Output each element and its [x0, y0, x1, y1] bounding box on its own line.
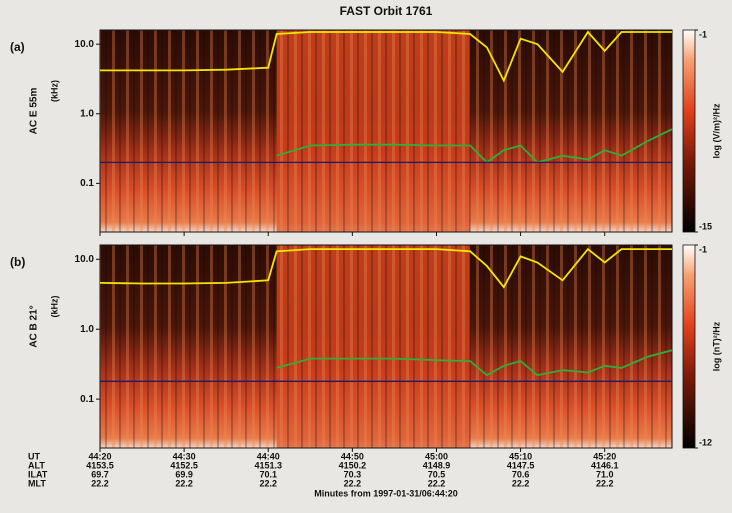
colorbar [682, 29, 696, 233]
y-axis-label: AC B 21° [29, 305, 40, 347]
trace-line [276, 349, 673, 377]
trace-line [100, 30, 672, 83]
colorbar-label: log (nT)²/Hz [711, 321, 721, 371]
ephemeris-value: 70.3 [344, 469, 362, 479]
ephemeris-value: 4151.3 [254, 460, 282, 470]
x-tick-label: 44:50 [341, 451, 364, 461]
ephemeris-value: 22.2 [596, 478, 614, 488]
ephemeris-value: 4150.2 [339, 460, 367, 470]
colorbar-tick-label: -15 [699, 221, 712, 231]
ephemeris-value: 71.0 [596, 469, 614, 479]
ephemeris-value: 69.7 [91, 469, 109, 479]
plot-frame [99, 244, 673, 449]
x-tick-label: 45:10 [509, 451, 532, 461]
y-axis-unit: (kHz) [49, 295, 59, 317]
ephemeris-value: 4152.5 [170, 460, 198, 470]
y-tick-label: 0.1 [80, 178, 94, 189]
y-axis-label: AC E 55m [29, 88, 40, 135]
spectrogram-streaks [100, 245, 672, 448]
colorbar-tick-label: -1 [699, 244, 707, 254]
ephemeris-value: 22.2 [175, 478, 193, 488]
y-axis-unit: (kHz) [49, 80, 59, 102]
plot-frame [99, 29, 673, 233]
ephemeris-row-label: ALT [28, 460, 45, 470]
ephemeris-row-label: ILAT [28, 469, 48, 479]
colorbar-tick-label: -12 [699, 437, 712, 447]
ephemeris-row-label: MLT [28, 478, 46, 488]
ephemeris-row-label: UT [28, 451, 40, 461]
ephemeris-value: 4153.5 [86, 460, 114, 470]
ephemeris-value: 69.9 [175, 469, 193, 479]
x-tick-label: 45:00 [425, 451, 448, 461]
y-tick-label: 10.0 [75, 39, 95, 50]
y-tick-label: 10.0 [75, 254, 95, 265]
trace-line [276, 128, 673, 164]
ephemeris-value: 4146.1 [591, 460, 619, 470]
y-tick-label: 0.1 [80, 394, 94, 405]
panel-label: (a) [10, 40, 25, 54]
ephemeris-value: 22.2 [428, 478, 446, 488]
x-tick-label: 45:20 [593, 451, 616, 461]
ephemeris-value: 22.2 [91, 478, 109, 488]
trace-line [99, 247, 672, 289]
ephemeris-value: 22.2 [512, 478, 530, 488]
x-tick-label: 44:30 [173, 451, 196, 461]
ephemeris-value: 70.6 [512, 469, 530, 479]
ephemeris-value: 22.2 [259, 478, 277, 488]
ephemeris-value: 70.5 [428, 469, 446, 479]
ephemeris-value: 4147.5 [507, 460, 535, 470]
ephemeris-value: 70.1 [259, 469, 277, 479]
figure-title: FAST Orbit 1761 [340, 4, 433, 18]
ephemeris-value: 4148.9 [423, 460, 451, 470]
y-tick-label: 1.0 [80, 324, 94, 335]
x-tick-label: 44:20 [88, 451, 111, 461]
colorbar [682, 244, 696, 449]
y-tick-label: 1.0 [80, 108, 94, 119]
ephemeris-value: 22.2 [344, 478, 362, 488]
x-tick-label: 44:40 [257, 451, 280, 461]
colorbar-label: log (V/m)²/Hz [711, 103, 721, 158]
panel-label: (b) [10, 255, 25, 269]
x-axis-label: Minutes from 1997-01-31/06:44:20 [314, 488, 458, 498]
colorbar-tick-label: -1 [699, 29, 707, 39]
spectrogram-streaks [100, 30, 672, 232]
